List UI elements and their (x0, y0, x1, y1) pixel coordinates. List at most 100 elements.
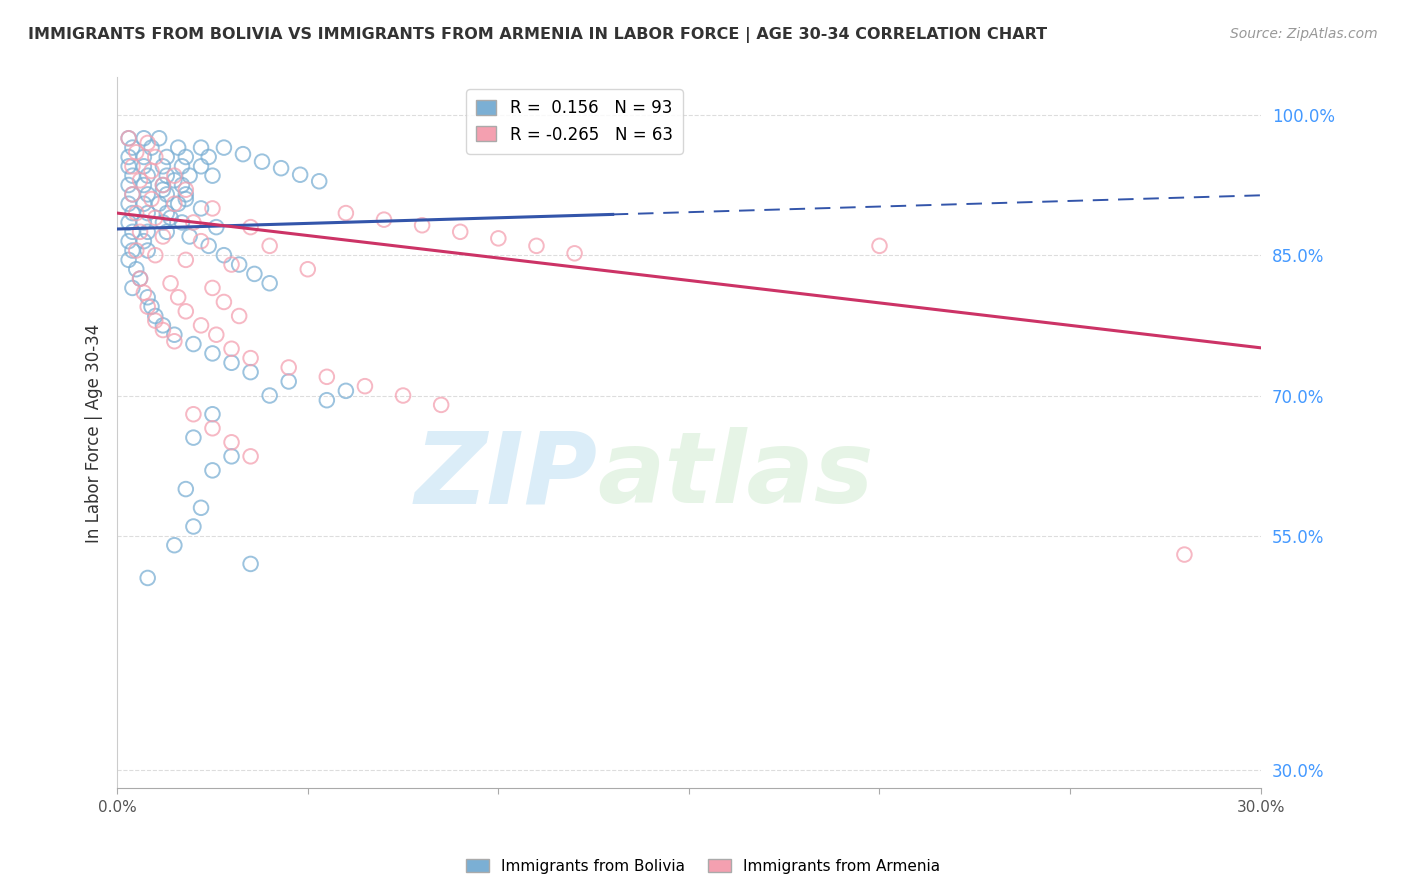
Point (174, 150, 197, 164)
Point (152, 178, 174, 192)
Point (143, 211, 166, 225)
Point (117, 131, 139, 145)
Point (221, 450, 243, 464)
Point (232, 147, 254, 161)
Point (205, 327, 228, 342)
Point (174, 304, 197, 318)
Point (297, 262, 319, 277)
Point (174, 252, 197, 267)
Point (392, 388, 415, 402)
Point (121, 244, 143, 258)
Point (121, 159, 143, 173)
Point (136, 300, 159, 314)
Point (411, 219, 433, 233)
Point (228, 309, 250, 323)
Point (143, 248, 166, 262)
Point (201, 346, 224, 360)
Point (129, 271, 152, 285)
Point (152, 229, 174, 244)
Point (136, 169, 159, 183)
Point (117, 252, 139, 267)
Text: IMMIGRANTS FROM BOLIVIA VS IMMIGRANTS FROM ARMENIA IN LABOR FORCE | AGE 30-34 CO: IMMIGRANTS FROM BOLIVIA VS IMMIGRANTS FR… (28, 27, 1047, 43)
Legend: R =  0.156   N = 93, R = -0.265   N = 63: R = 0.156 N = 93, R = -0.265 N = 63 (467, 89, 683, 153)
Point (250, 154, 273, 169)
Point (190, 500, 212, 515)
Point (117, 234, 139, 248)
Point (136, 136, 159, 150)
Y-axis label: In Labor Force | Age 30-34: In Labor Force | Age 30-34 (86, 323, 103, 542)
Point (152, 215, 174, 229)
Point (143, 309, 166, 323)
Legend: Immigrants from Bolivia, Immigrants from Armenia: Immigrants from Bolivia, Immigrants from… (460, 853, 946, 880)
Point (121, 169, 143, 183)
Point (136, 187, 159, 202)
Point (163, 538, 186, 552)
Point (141, 192, 163, 206)
Text: Source: ZipAtlas.com: Source: ZipAtlas.com (1230, 27, 1378, 41)
Point (174, 482, 197, 496)
Point (132, 159, 155, 173)
Point (179, 229, 201, 244)
Text: atlas: atlas (598, 427, 875, 524)
Point (190, 140, 212, 154)
Point (190, 202, 212, 216)
Point (163, 173, 186, 187)
Point (141, 300, 163, 314)
Point (183, 337, 205, 351)
Point (201, 421, 224, 435)
Point (205, 220, 228, 235)
Point (201, 407, 224, 421)
Point (270, 161, 292, 176)
Text: ZIP: ZIP (415, 427, 598, 524)
Point (125, 262, 148, 277)
Point (136, 244, 159, 258)
Point (239, 450, 262, 464)
Point (163, 327, 186, 342)
Point (143, 150, 166, 164)
Point (190, 318, 212, 333)
Point (315, 369, 337, 384)
Point (449, 225, 471, 239)
Point (136, 571, 159, 585)
Point (167, 140, 190, 154)
Point (221, 435, 243, 450)
Point (132, 234, 155, 248)
Point (156, 206, 179, 220)
Point (141, 140, 163, 154)
Point (526, 239, 548, 253)
Point (117, 131, 139, 145)
Point (486, 231, 509, 245)
Point (159, 211, 181, 225)
Point (129, 173, 152, 187)
Point (212, 295, 235, 310)
Point (143, 314, 166, 328)
Point (141, 164, 163, 178)
Point (152, 183, 174, 197)
Point (277, 360, 299, 375)
Point (136, 290, 159, 304)
Point (121, 206, 143, 220)
Point (183, 519, 205, 533)
Point (212, 248, 235, 262)
Point (221, 342, 243, 356)
Point (152, 323, 174, 337)
Point (354, 379, 377, 393)
Point (315, 393, 337, 408)
Point (125, 145, 148, 160)
Point (152, 178, 174, 192)
Point (156, 150, 179, 164)
Point (132, 215, 155, 229)
Point (288, 168, 311, 182)
Point (121, 187, 143, 202)
Point (308, 174, 330, 188)
Point (163, 169, 186, 183)
Point (156, 187, 179, 202)
Point (117, 178, 139, 192)
Point (132, 285, 155, 300)
Point (129, 271, 152, 285)
Point (869, 239, 891, 253)
Point (170, 215, 193, 229)
Point (201, 463, 224, 477)
Point (239, 220, 262, 235)
Point (132, 178, 155, 192)
